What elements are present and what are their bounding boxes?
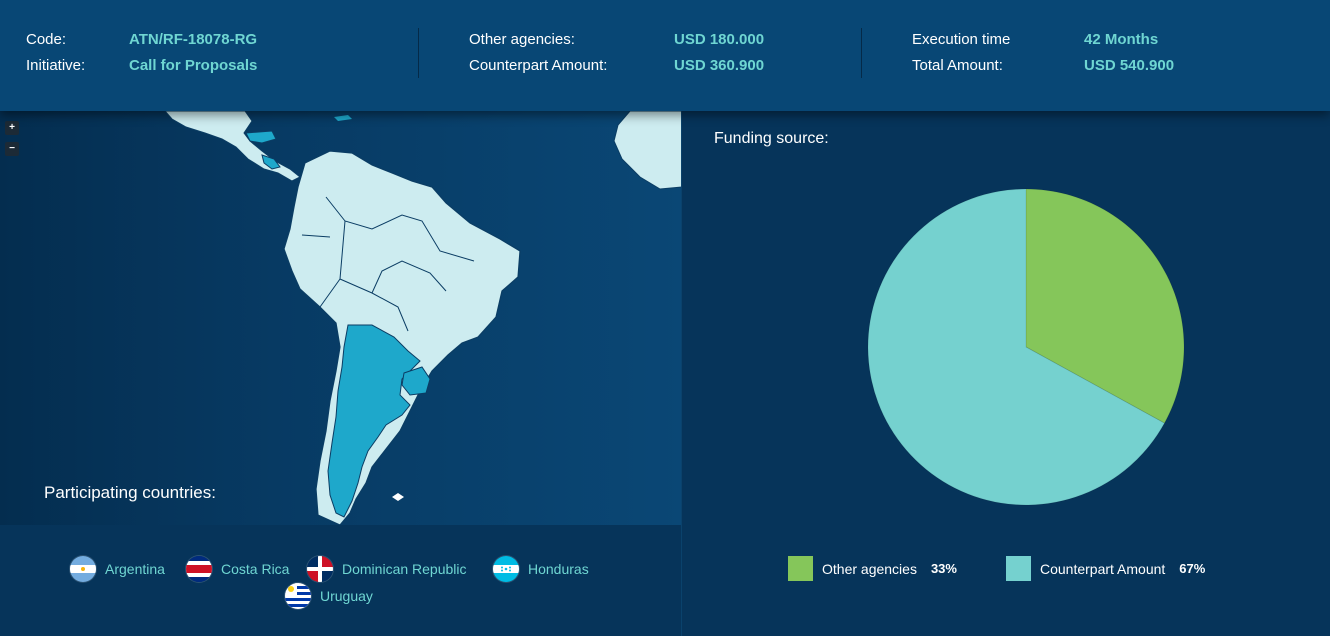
uruguay-flag-icon [285, 583, 311, 609]
argentina-flag-icon [70, 556, 96, 582]
country-costa-rica[interactable]: Costa Rica [186, 556, 289, 582]
country-name: Uruguay [320, 588, 373, 604]
other-agencies-value: USD 180.000 [674, 31, 765, 48]
divider [418, 28, 419, 78]
counterpart-label: Counterpart Amount: [469, 57, 608, 74]
panel-divider [681, 111, 682, 636]
central-america-land [164, 111, 301, 182]
legend-percent: 67% [1179, 561, 1206, 576]
country-uruguay[interactable]: Uruguay [285, 583, 373, 609]
falkland-islands [392, 493, 404, 501]
country-name: Costa Rica [221, 561, 290, 577]
legend-label: Other agencies [822, 560, 917, 577]
legend-label: Counterpart Amount [1040, 560, 1166, 577]
other-agencies-label: Other agencies: [469, 31, 575, 48]
map-panel: + − Participating countries: Argentina C… [0, 111, 682, 636]
country-honduras[interactable]: Honduras [493, 556, 589, 582]
counterpart-value: USD 360.900 [674, 57, 765, 74]
divider [861, 28, 862, 78]
code-value: ATN/RF-18078-RG [129, 31, 258, 48]
code-label: Code: [26, 31, 67, 48]
funding-panel: Funding source: Other agencies 33% Count… [682, 111, 1330, 636]
argentina-shape [327, 324, 421, 518]
country-argentina[interactable]: Argentina [70, 556, 165, 582]
legend-swatch [788, 556, 813, 581]
pie-slice-other-agencies[interactable] [1025, 188, 1185, 424]
funding-pie-chart[interactable] [866, 187, 1186, 507]
south-america-map[interactable] [0, 111, 682, 525]
total-value: USD 540.900 [1084, 57, 1175, 74]
legend-counterpart-amount[interactable]: Counterpart Amount 67% [1006, 556, 1205, 581]
initiative-label: Initiative: [26, 57, 86, 74]
legend-percent: 33% [930, 561, 957, 576]
funding-source-title: Funding source: [714, 130, 829, 147]
participating-countries-title: Participating countries: [44, 483, 216, 502]
costa-rica-shape [261, 154, 281, 170]
execution-value: 42 Months [1084, 31, 1159, 48]
legend-swatch [1006, 556, 1031, 581]
zoom-in-button[interactable]: + [5, 121, 19, 135]
total-label: Total Amount: [912, 57, 1003, 74]
country-borders [301, 196, 475, 332]
honduras-shape [245, 130, 277, 144]
honduras-flag-icon [493, 556, 519, 582]
execution-label: Execution time [912, 31, 1011, 48]
country-name: Honduras [528, 561, 589, 577]
south-america-land [283, 150, 521, 525]
dominican-republic-flag-icon [307, 556, 333, 582]
country-dominican-republic[interactable]: Dominican Republic [307, 556, 467, 582]
country-name: Dominican Republic [342, 561, 467, 577]
pie-slice-counterpart-amount[interactable] [867, 188, 1166, 506]
costa-rica-flag-icon [186, 556, 212, 582]
participating-countries-list: Argentina Costa Rica Dominican Republic … [0, 525, 682, 636]
country-map[interactable]: + − Participating countries: [0, 111, 682, 525]
caribbean-island [334, 115, 352, 121]
zoom-out-button[interactable]: − [5, 142, 19, 156]
project-summary-bar: Code: ATN/RF-18078-RG Initiative: Call f… [0, 0, 1330, 111]
country-name: Argentina [105, 561, 165, 577]
africa-edge [613, 111, 682, 190]
legend-other-agencies[interactable]: Other agencies 33% [788, 556, 957, 581]
uruguay-shape [401, 366, 431, 396]
initiative-value: Call for Proposals [129, 57, 258, 74]
